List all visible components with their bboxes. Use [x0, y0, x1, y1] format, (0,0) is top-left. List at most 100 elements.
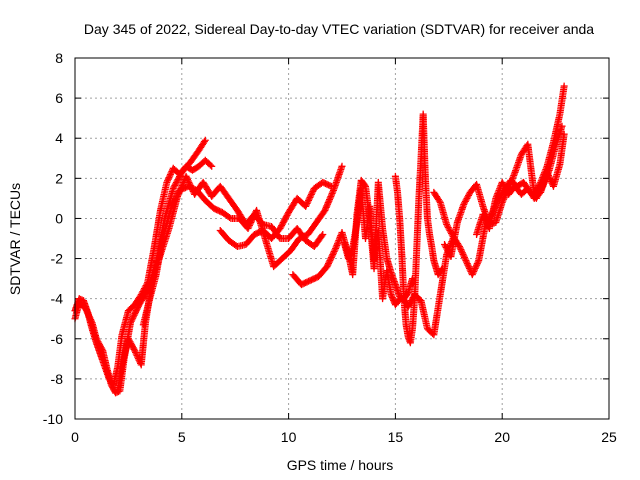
data-point [441, 241, 449, 249]
data-point [128, 342, 136, 350]
y-tick-label: 2 [55, 170, 63, 186]
data-point [324, 199, 332, 207]
data-point [442, 244, 450, 252]
y-tick-label: 8 [55, 50, 63, 66]
data-point [468, 271, 476, 279]
data-point [130, 311, 138, 319]
data-point [499, 180, 507, 188]
y-tick-label: 0 [55, 210, 63, 226]
data-point [325, 258, 333, 266]
x-tick-label: 15 [388, 429, 404, 445]
data-point [169, 201, 177, 209]
data-point [498, 198, 506, 206]
data-point [438, 266, 446, 274]
tick-labels: 0 5 10 15 20 25 -10 -8 -6 -4 -2 0 2 4 6 8 [43, 50, 617, 445]
data-point [201, 136, 209, 144]
data-point [533, 184, 541, 192]
data-point [137, 291, 145, 299]
data-point [447, 228, 455, 236]
data-point [463, 194, 471, 202]
chart-title: Day 345 of 2022, Sidereal Day-to-day VTE… [84, 21, 594, 37]
series-arc-8 [391, 110, 446, 347]
data-point [302, 201, 310, 209]
data-point [443, 245, 451, 253]
data-point [307, 190, 315, 198]
x-tick-label: 5 [178, 429, 186, 445]
data-point [305, 195, 313, 203]
data-point [544, 171, 552, 179]
x-axis-label: GPS time / hours [287, 457, 394, 473]
data-point [479, 210, 487, 218]
data-point [125, 336, 133, 344]
data-point [172, 194, 180, 202]
data-point [499, 197, 507, 205]
data-point [443, 220, 451, 228]
data-point [318, 232, 326, 240]
data-point [472, 263, 480, 271]
data-point [560, 82, 568, 90]
data-point [163, 178, 171, 186]
data-point [338, 162, 346, 170]
data-point [445, 225, 453, 233]
data-point [132, 307, 140, 315]
data-point [140, 286, 148, 294]
data-point [167, 204, 175, 212]
data-point [545, 173, 553, 181]
data-point [244, 224, 252, 232]
data-point [306, 193, 314, 201]
data-point [164, 175, 172, 183]
data-point [174, 189, 182, 197]
data-point [139, 288, 147, 296]
data-point [226, 213, 234, 221]
series-arc-5 [216, 178, 335, 251]
data-point [324, 260, 332, 268]
data-point [329, 249, 337, 257]
data-point [134, 353, 142, 361]
data-point [309, 187, 317, 195]
data-point [319, 230, 327, 238]
data-point [171, 197, 179, 205]
data-point [480, 212, 488, 220]
data-point [361, 181, 369, 189]
data-point [324, 200, 332, 208]
data-point [327, 191, 335, 199]
data-point [185, 178, 193, 186]
data-point [462, 196, 470, 204]
data-point [463, 258, 471, 266]
data-point [474, 258, 482, 266]
plot-frame [74, 57, 610, 420]
data-point [248, 215, 256, 223]
data-point [498, 178, 506, 186]
data-point [459, 250, 467, 258]
data-point [132, 348, 140, 356]
data-point [141, 283, 149, 291]
data-point [560, 130, 568, 138]
data-point [183, 174, 191, 182]
grid [75, 58, 609, 419]
data-point [329, 188, 337, 196]
data-point [183, 175, 191, 183]
data-point [247, 218, 255, 226]
data-point [473, 260, 481, 268]
data-point [470, 267, 478, 275]
data-point [326, 182, 334, 190]
data-point [173, 192, 181, 200]
data-point [438, 265, 446, 273]
data-point [308, 189, 316, 197]
data-point [170, 198, 178, 206]
data-point [500, 195, 508, 203]
data-point [165, 174, 173, 182]
data-point [464, 193, 472, 201]
data-point [307, 192, 315, 200]
data-point [465, 263, 473, 271]
data-point [129, 344, 137, 352]
data-point [303, 199, 311, 207]
data-point [331, 246, 339, 254]
data-point [327, 254, 335, 262]
data-point [455, 243, 463, 251]
data-point [132, 350, 140, 358]
data-point [138, 289, 146, 297]
data-point [465, 191, 473, 199]
data-point [471, 264, 479, 272]
data-point [327, 255, 335, 263]
